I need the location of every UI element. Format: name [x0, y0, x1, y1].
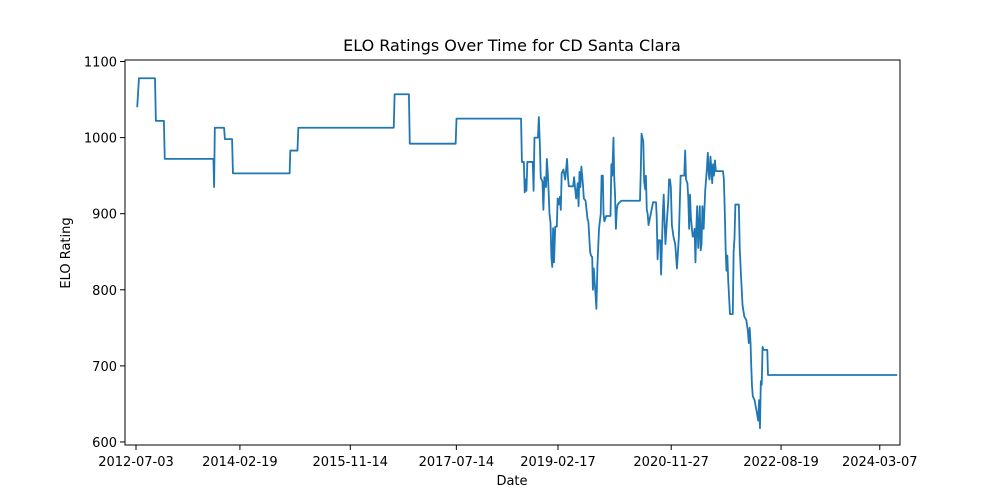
- x-tick-label: 2019-02-17: [520, 455, 596, 470]
- x-tick-label: 2024-03-07: [842, 455, 918, 470]
- y-tick-label: 700: [92, 360, 117, 375]
- x-tick-label: 2022-08-19: [743, 455, 819, 470]
- x-axis: 2012-07-03 2014-02-19 2015-11-14 2017-07-14…: [98, 445, 918, 470]
- plot-frame: [124, 59, 901, 446]
- x-axis-label: Date: [496, 474, 527, 489]
- x-tick-label: 2014-02-19: [202, 455, 278, 470]
- plot-area: [136, 77, 898, 430]
- x-tick-label: 2017-07-14: [419, 455, 495, 470]
- y-axis: 600 700 800 900 1000 1100: [84, 56, 125, 451]
- series-line-elo-rating: [136, 77, 898, 430]
- y-tick-label: 1100: [84, 56, 117, 71]
- x-tick-label: 2012-07-03: [98, 455, 174, 470]
- y-tick-label: 800: [92, 284, 117, 299]
- chart-title: ELO Ratings Over Time for CD Santa Clara: [343, 36, 681, 55]
- y-tick-label: 600: [92, 436, 117, 451]
- y-tick-label: 1000: [84, 132, 117, 147]
- x-tick-label: 2020-11-27: [633, 455, 709, 470]
- x-tick-label: 2015-11-14: [313, 455, 389, 470]
- y-tick-label: 900: [92, 208, 117, 223]
- y-axis-label: ELO Rating: [59, 217, 74, 288]
